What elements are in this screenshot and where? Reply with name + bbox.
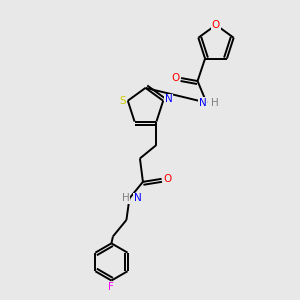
Text: N: N <box>165 94 172 104</box>
Text: O: O <box>164 174 172 184</box>
Text: N: N <box>134 193 142 203</box>
Text: H: H <box>211 98 219 108</box>
Text: S: S <box>119 96 126 106</box>
Text: F: F <box>109 282 114 292</box>
Text: O: O <box>212 20 220 30</box>
Text: H: H <box>122 193 130 203</box>
Text: N: N <box>199 98 207 108</box>
Text: O: O <box>172 73 180 83</box>
